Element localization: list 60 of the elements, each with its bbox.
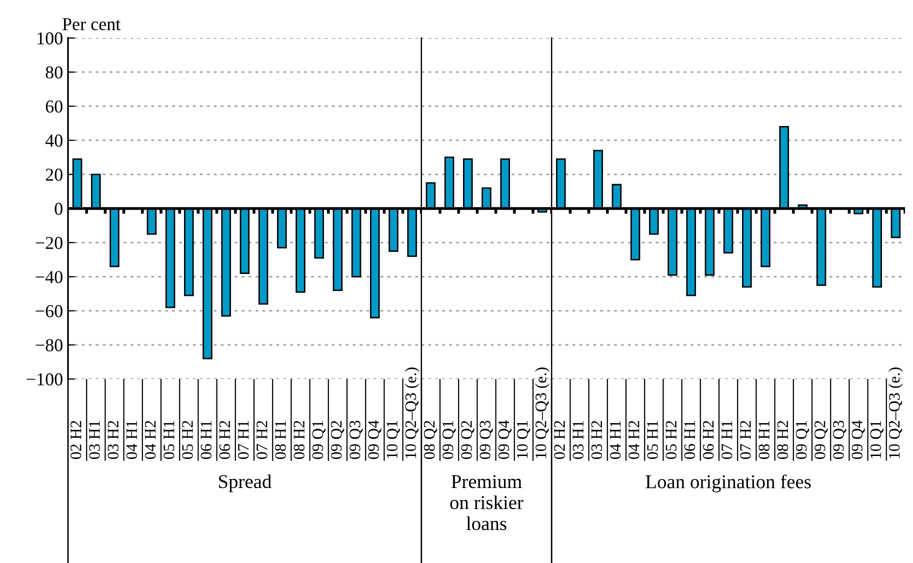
x-tick-label: 08 H1	[758, 421, 770, 459]
y-tick-label: −80	[36, 339, 62, 352]
x-tick-label: 09 Q3	[350, 420, 363, 459]
x-tick-label: 08 Q2	[424, 420, 438, 459]
x-tick-label: 10 Q1	[516, 421, 530, 458]
x-axis-title: Spread	[219, 474, 272, 492]
x-tick-label: 08 H2	[777, 420, 788, 459]
x-tick-label: 05 H1	[647, 421, 658, 459]
x-tick-label: 07 H1	[238, 421, 249, 459]
x-tick-label: 03 H2	[591, 420, 602, 459]
x-tick-label: 09 Q4	[852, 420, 865, 459]
x-tick-label: 05 H1	[164, 421, 174, 459]
x-tick-label: 09 Q3	[833, 420, 846, 459]
x-tick-label: 03 H2	[108, 420, 118, 459]
x-tick-label: 10 Q2–Q3 (e.)	[404, 368, 420, 458]
x-tick-label: 09 Q2	[330, 420, 344, 459]
x-tick-label: 04 H2	[144, 420, 156, 459]
x-tick-label: 06 H1	[200, 421, 212, 459]
x-tick-label: 09 Q1	[442, 421, 456, 459]
x-tick-label: 07 H2	[740, 420, 751, 459]
x-tick-label: 09 Q3	[480, 420, 493, 459]
x-tick-label: 09 Q4	[498, 420, 512, 459]
x-tick-label: 09 Q4	[368, 420, 382, 459]
y-tick-label: −60	[36, 305, 62, 318]
x-tick-label: 06 H2	[702, 420, 714, 459]
y-tick-label: 80	[46, 66, 62, 79]
x-tick-label: 10 Q1	[386, 421, 400, 458]
x-tick-label: 10 Q1	[870, 421, 884, 458]
x-tick-label: 08 H1	[275, 421, 286, 459]
x-tick-label: 07 H2	[256, 420, 268, 459]
y-tick-label: −40	[36, 270, 62, 284]
y-tick-label: 60	[46, 100, 62, 113]
x-tick-label: 09 Q2	[461, 420, 474, 459]
x-tick-label: 09 Q1	[796, 421, 810, 459]
x-tick-label: 08 H2	[294, 420, 304, 459]
x-tick-label: 05 H2	[182, 420, 193, 459]
x-tick-label: 03 H1	[89, 421, 100, 459]
y-tick-label: 40	[45, 134, 62, 147]
y-tick-label: 100	[38, 32, 62, 44]
x-tick-label: 02 H2	[554, 420, 565, 459]
x-tick-label: 04 H1	[126, 421, 138, 459]
x-tick-label: 09 Q2	[814, 420, 828, 459]
x-tick-label: 09 Q1	[312, 421, 326, 459]
x-tick-label: 04 H1	[610, 421, 621, 459]
x-tick-label: 06 H2	[219, 420, 230, 459]
y-tick-label: −100	[26, 373, 62, 386]
y-tick-label: 0	[54, 202, 62, 215]
x-tick-label: 05 H2	[666, 420, 676, 459]
x-tick-label: 07 H1	[722, 421, 732, 459]
x-tick-label: 10 Q2–Q3 (e.)	[535, 368, 550, 458]
x-tick-label: 03 H1	[572, 421, 584, 459]
x-axis-title: Loan origination fees	[646, 474, 811, 492]
x-axis-title: Premium on riskier loans	[450, 475, 524, 530]
x-tick-label: 02 H2	[70, 420, 82, 459]
x-tick-label: 10 Q2–Q3 (e.)	[888, 368, 903, 458]
y-tick-label: 20	[46, 168, 62, 181]
y-tick-label: −20	[36, 236, 62, 250]
y-axis-title: Per cent	[62, 18, 121, 30]
x-tick-label: 06 H1	[684, 421, 696, 459]
x-tick-label: 04 H2	[628, 420, 640, 459]
